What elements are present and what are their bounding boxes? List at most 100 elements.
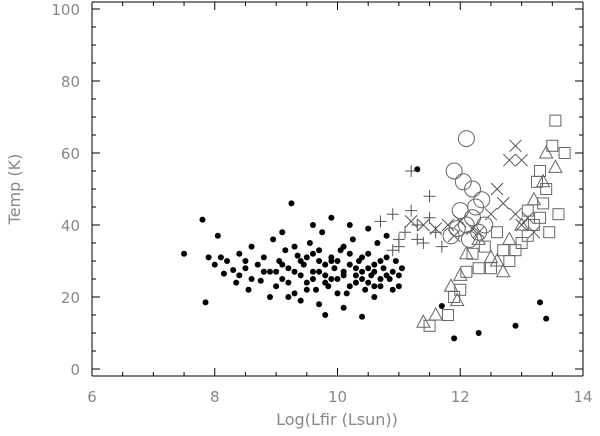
- point-open-square: [558, 147, 571, 159]
- point-open-circle: [448, 220, 466, 238]
- point-filled-circle: [365, 279, 372, 286]
- y-tick-label: 40: [61, 217, 80, 235]
- point-filled-circle: [322, 272, 329, 279]
- point-open-circle: [467, 198, 485, 216]
- axis-ticks: [91, 2, 584, 376]
- point-cross: [484, 207, 498, 221]
- point-filled-circle: [303, 279, 310, 286]
- point-filled-circle: [248, 243, 255, 250]
- point-plus: [423, 211, 436, 224]
- point-open-triangle: [514, 216, 529, 231]
- point-cross: [404, 215, 418, 228]
- point-filled-circle: [242, 258, 249, 264]
- point-open-square: [549, 114, 562, 127]
- point-open-square: [441, 309, 454, 321]
- point-filled-circle: [291, 268, 298, 275]
- point-open-circle: [457, 216, 475, 234]
- point-filled-circle: [303, 286, 310, 293]
- point-filled-circle: [383, 254, 390, 261]
- point-filled-circle: [313, 286, 320, 293]
- point-open-circle: [473, 191, 491, 209]
- point-filled-circle: [371, 283, 378, 290]
- point-plus: [423, 190, 436, 203]
- point-filled-circle: [328, 276, 335, 282]
- point-open-triangle: [535, 173, 551, 188]
- point-filled-circle: [233, 279, 240, 286]
- point-filled-circle: [389, 286, 396, 293]
- point-filled-circle: [362, 286, 369, 293]
- point-open-square: [534, 211, 547, 224]
- point-plus: [411, 219, 424, 231]
- point-open-triangle: [443, 278, 459, 292]
- point-filled-circle: [377, 258, 384, 264]
- point-open-square: [460, 265, 473, 278]
- point-open-circle: [464, 180, 482, 198]
- point-filled-circle: [291, 243, 298, 250]
- point-open-triangle: [495, 263, 511, 278]
- point-filled-circle: [322, 312, 329, 318]
- point-open-square: [491, 226, 504, 239]
- point-filled-circle: [294, 252, 301, 259]
- point-filled-circle: [220, 270, 227, 277]
- point-open-square: [497, 244, 510, 257]
- point-open-square: [534, 165, 547, 177]
- point-plus: [392, 240, 405, 253]
- point-filled-circle: [334, 258, 341, 264]
- point-filled-circle: [309, 250, 316, 257]
- point-filled-circle: [359, 268, 366, 275]
- x-axis-title: Log(Lfir (Lsun)): [276, 410, 398, 429]
- point-plus: [405, 204, 418, 217]
- point-filled-circle: [285, 279, 292, 286]
- point-open-triangle: [548, 159, 563, 173]
- point-plus: [417, 237, 430, 249]
- point-filled-circle: [306, 240, 313, 246]
- point-open-triangle: [452, 267, 468, 281]
- point-filled-circle: [346, 261, 353, 268]
- y-tick-label: 80: [61, 73, 80, 91]
- point-open-square: [448, 291, 461, 303]
- point-open-circle: [476, 216, 494, 234]
- y-axis-title: Temp (K): [5, 154, 24, 226]
- point-filled-circle: [377, 283, 384, 290]
- point-open-triangle: [416, 314, 431, 328]
- point-filled-circle: [279, 261, 286, 268]
- data-markers: [181, 114, 571, 342]
- point-open-circle: [470, 223, 488, 241]
- point-open-triangle: [483, 249, 499, 263]
- point-filled-circle: [202, 299, 209, 306]
- point-plus: [399, 226, 412, 239]
- point-open-triangle: [489, 252, 505, 267]
- point-filled-circle: [181, 250, 188, 257]
- point-filled-circle: [285, 265, 292, 272]
- point-filled-circle: [224, 258, 231, 264]
- point-filled-circle: [346, 283, 353, 290]
- point-filled-circle: [309, 276, 316, 282]
- point-filled-circle: [316, 301, 323, 308]
- point-cross: [515, 153, 528, 167]
- point-filled-circle: [346, 250, 353, 257]
- point-filled-circle: [248, 276, 255, 282]
- point-open-triangle: [538, 144, 554, 159]
- point-filled-circle: [352, 279, 359, 286]
- point-cross: [441, 218, 455, 232]
- point-filled-circle: [297, 297, 304, 304]
- point-open-square: [540, 183, 553, 195]
- point-filled-circle: [260, 268, 267, 275]
- point-filled-circle: [340, 243, 347, 250]
- point-filled-circle: [236, 250, 243, 257]
- point-open-circle: [451, 202, 469, 220]
- point-filled-circle: [383, 272, 390, 279]
- point-filled-circle: [365, 250, 372, 257]
- point-open-square: [537, 197, 550, 210]
- point-plus: [435, 240, 448, 253]
- point-filled-circle: [343, 290, 350, 297]
- point-filled-circle: [217, 254, 224, 261]
- point-filled-circle: [331, 265, 338, 272]
- point-filled-circle: [349, 236, 356, 243]
- point-filled-circle: [475, 330, 482, 336]
- point-cross: [509, 139, 522, 153]
- point-filled-circle: [245, 286, 252, 293]
- point-open-square: [503, 255, 516, 267]
- point-filled-circle: [291, 290, 298, 297]
- y-tick-label: 0: [70, 361, 80, 379]
